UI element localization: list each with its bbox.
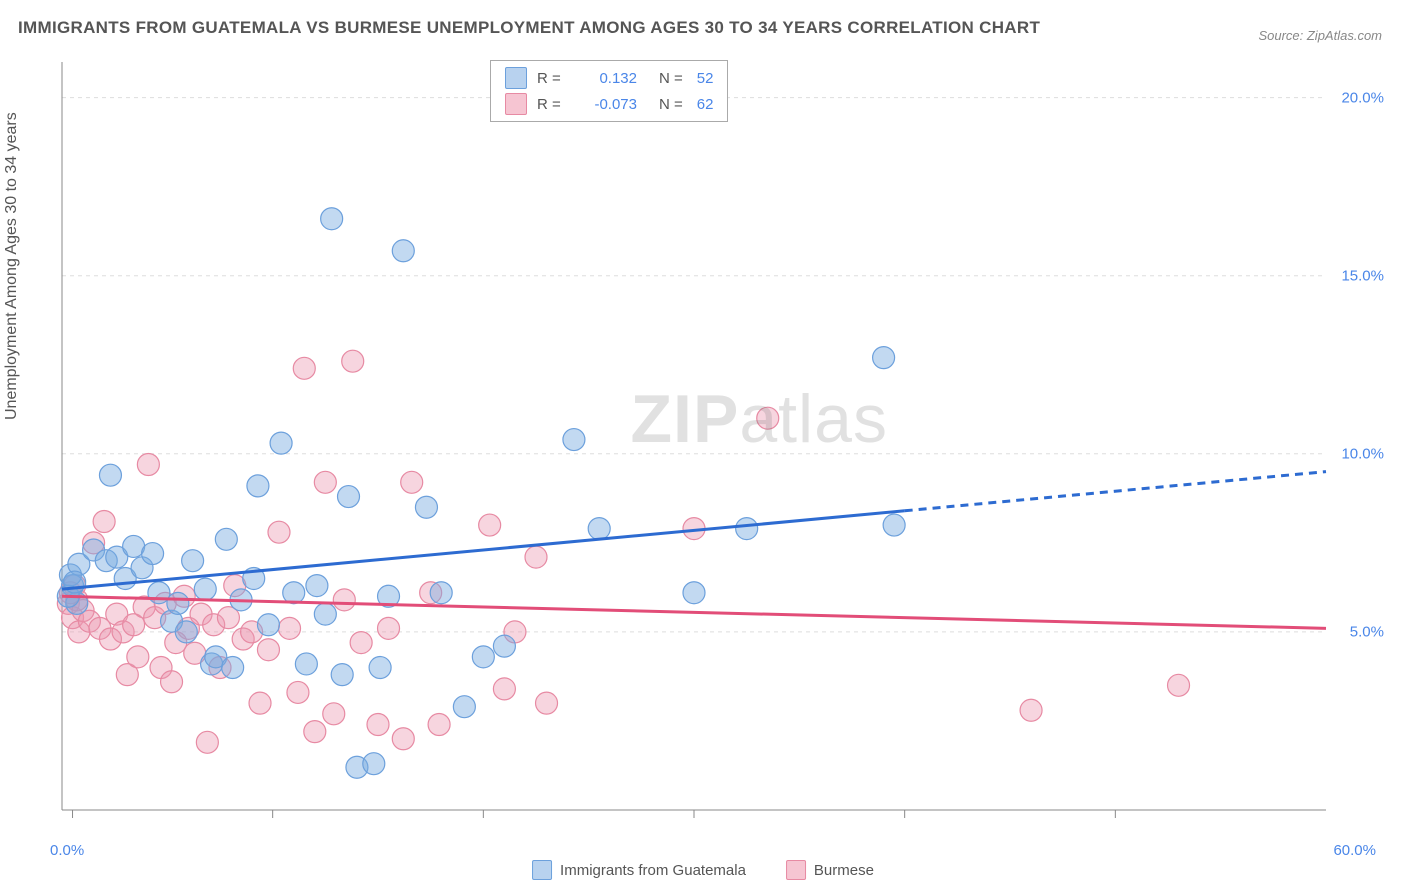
y-tick-label: 5.0%	[1350, 623, 1384, 640]
y-tick-label: 10.0%	[1341, 445, 1384, 462]
chart-area	[54, 58, 1334, 828]
legend-label: Burmese	[814, 862, 874, 879]
legend-label: Immigrants from Guatemala	[560, 862, 746, 879]
legend-swatch	[505, 67, 527, 89]
y-tick-label: 20.0%	[1341, 89, 1384, 106]
y-axis-label: Unemployment Among Ages 30 to 34 years	[3, 112, 21, 420]
n-label: N =	[659, 70, 683, 87]
legend-swatch	[786, 860, 806, 880]
x-axis-min-label: 0.0%	[50, 842, 84, 859]
legend-row: R = 0.132 N = 52	[505, 65, 713, 91]
chart-title: IMMIGRANTS FROM GUATEMALA VS BURMESE UNE…	[18, 18, 1040, 38]
scatter-plot	[54, 58, 1334, 828]
legend-item: Burmese	[786, 860, 874, 880]
n-value: 62	[697, 96, 714, 113]
r-value: 0.132	[577, 70, 637, 87]
r-value: -0.073	[577, 96, 637, 113]
source-label: Source: ZipAtlas.com	[1258, 28, 1382, 43]
legend-row: R = -0.073 N = 62	[505, 91, 713, 117]
legend-swatch	[532, 860, 552, 880]
r-label: R =	[537, 70, 567, 87]
correlation-legend: R = 0.132 N = 52 R = -0.073 N = 62	[490, 60, 728, 122]
n-value: 52	[697, 70, 714, 87]
legend-item: Immigrants from Guatemala	[532, 860, 746, 880]
series-legend: Immigrants from Guatemala Burmese	[532, 860, 874, 880]
y-tick-label: 15.0%	[1341, 267, 1384, 284]
legend-swatch	[505, 93, 527, 115]
x-axis-max-label: 60.0%	[1333, 842, 1376, 859]
r-label: R =	[537, 96, 567, 113]
n-label: N =	[659, 96, 683, 113]
